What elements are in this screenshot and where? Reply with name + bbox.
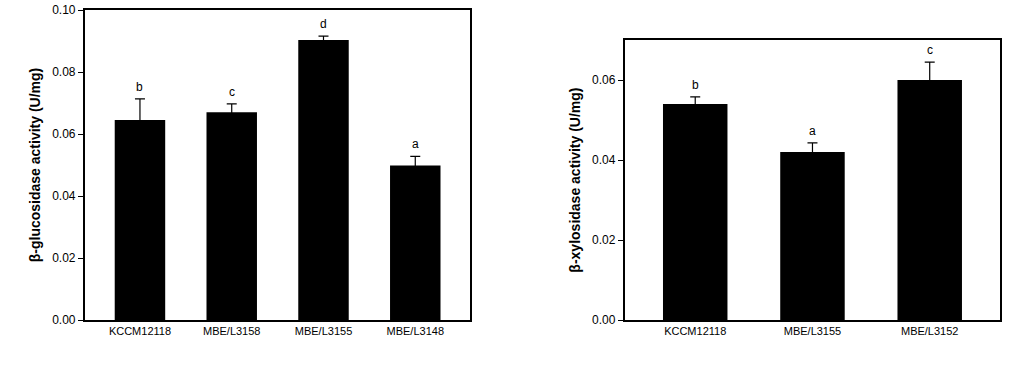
svg-text:0.04: 0.04 [592, 153, 616, 167]
svg-text:c: c [927, 43, 933, 57]
svg-text:0.00: 0.00 [52, 313, 76, 327]
svg-text:d: d [320, 17, 327, 31]
svg-text:c: c [229, 85, 235, 99]
svg-text:0.10: 0.10 [52, 3, 76, 17]
svg-text:KCCM12118: KCCM12118 [109, 325, 171, 337]
svg-text:MBE/L3155: MBE/L3155 [784, 325, 841, 337]
svg-text:0.06: 0.06 [592, 73, 616, 87]
svg-text:β-xylosidase activity (U/mg): β-xylosidase activity (U/mg) [567, 87, 583, 272]
svg-text:MBE/L3158: MBE/L3158 [203, 325, 260, 337]
svg-text:KCCM12118: KCCM12118 [664, 325, 726, 337]
svg-text:MBE/L3155: MBE/L3155 [295, 325, 352, 337]
svg-text:0.04: 0.04 [52, 189, 76, 203]
svg-text:a: a [412, 137, 419, 151]
svg-text:0.08: 0.08 [52, 65, 76, 79]
svg-text:MBE/L3148: MBE/L3148 [387, 325, 444, 337]
svg-text:0.02: 0.02 [52, 251, 76, 265]
svg-text:β-glucosidase activity (U/mg): β-glucosidase activity (U/mg) [27, 68, 43, 262]
svg-text:0.00: 0.00 [592, 313, 616, 327]
svg-text:b: b [692, 78, 699, 92]
svg-text:0.06: 0.06 [52, 127, 76, 141]
svg-text:b: b [136, 80, 143, 94]
svg-text:0.02: 0.02 [592, 233, 616, 247]
svg-text:MBE/L3152: MBE/L3152 [901, 325, 958, 337]
svg-text:a: a [809, 124, 816, 138]
